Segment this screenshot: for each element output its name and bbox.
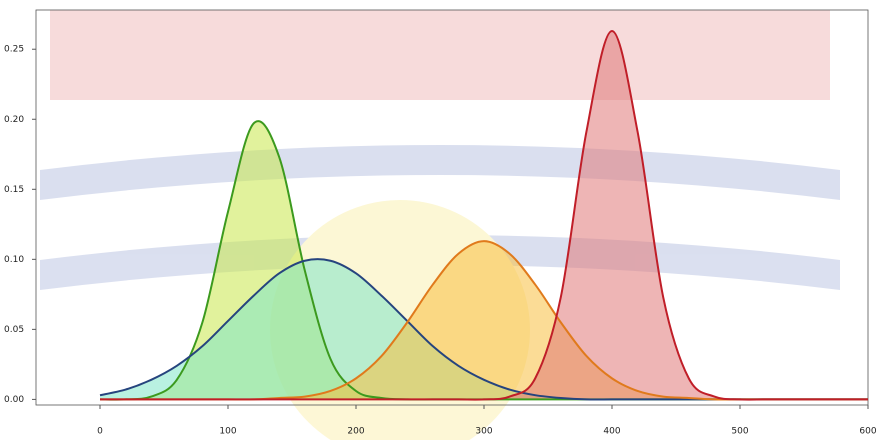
- x-tick-label: 600: [859, 427, 876, 437]
- y-tick-label: 0.20: [4, 115, 24, 125]
- line: [100, 30, 868, 401]
- x-tick-label: 300: [475, 427, 492, 437]
- x-tick-label: 400: [603, 427, 620, 437]
- y-tick-label: 0.25: [4, 45, 24, 55]
- plot-frame: [35, 9, 869, 406]
- y-tick-label: 0.10: [4, 255, 24, 265]
- y-tick-label: 0.15: [4, 185, 24, 195]
- area: [100, 241, 868, 400]
- x-tick-label: 200: [347, 427, 364, 437]
- area: [100, 259, 868, 400]
- x-tick-label: 100: [219, 427, 236, 437]
- y-tick-label: 0.05: [4, 325, 24, 335]
- y-tick-label: 0.00: [4, 395, 24, 405]
- x-tick-label: 0: [97, 427, 103, 437]
- x-tick-label: 500: [731, 427, 748, 437]
